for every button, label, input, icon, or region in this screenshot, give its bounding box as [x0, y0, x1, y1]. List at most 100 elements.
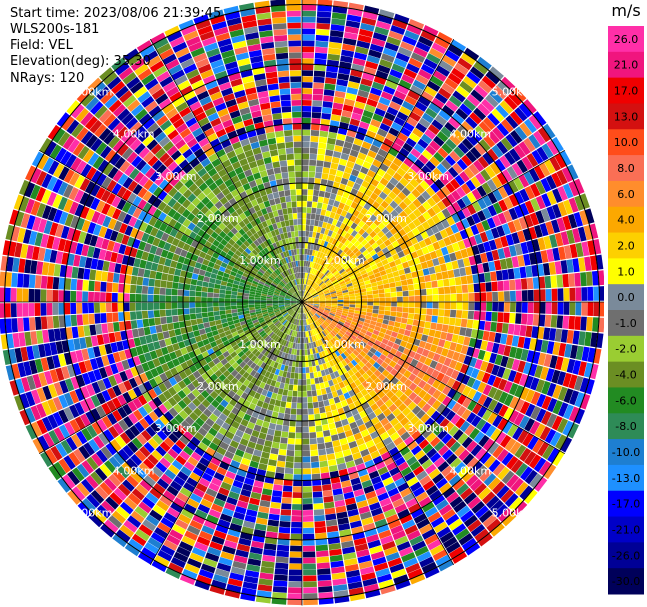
velocity-gate: [474, 125, 487, 139]
velocity-gate: [303, 599, 318, 606]
velocity-gate: [303, 290, 306, 297]
velocity-gate: [329, 30, 344, 38]
velocity-gate: [589, 223, 599, 239]
velocity-gate: [561, 167, 573, 183]
velocity-gate: [421, 221, 431, 231]
velocity-gate: [453, 268, 461, 278]
velocity-gate: [519, 188, 530, 202]
velocity-gate: [307, 304, 313, 307]
velocity-gate: [135, 311, 143, 320]
velocity-gate: [326, 282, 333, 288]
velocity-gate: [476, 263, 484, 274]
velocity-gate: [336, 207, 343, 215]
velocity-gate: [383, 315, 390, 321]
velocity-gate: [331, 18, 346, 26]
velocity-gate: [294, 456, 302, 463]
velocity-gate: [505, 357, 515, 370]
velocity-gate: [500, 235, 509, 248]
velocity-gate: [519, 387, 530, 401]
velocity-gate: [526, 277, 534, 290]
velocity-gate: [308, 165, 316, 172]
velocity-gate: [328, 285, 335, 290]
velocity-gate: [297, 397, 302, 403]
velocity-gate: [423, 85, 438, 97]
velocity-gate: [450, 302, 457, 310]
velocity-gate: [506, 455, 519, 470]
velocity-gate: [429, 344, 438, 353]
velocity-gate: [325, 519, 338, 527]
velocity-gate: [220, 314, 227, 320]
velocity-gate: [323, 216, 330, 223]
velocity-gate: [554, 328, 563, 342]
velocity-gate: [464, 266, 473, 276]
velocity-gate: [379, 9, 395, 19]
velocity-gate: [351, 280, 359, 286]
velocity-gate: [313, 302, 320, 304]
velocity-gate: [322, 221, 328, 229]
velocity-gate: [324, 405, 332, 413]
velocity-gate: [412, 277, 420, 284]
velocity-gate: [306, 254, 310, 261]
velocity-gate: [441, 374, 451, 385]
velocity-gate: [287, 587, 302, 594]
velocity-gate: [399, 384, 409, 393]
velocity-gate: [372, 268, 380, 274]
velocity-gate: [537, 237, 546, 251]
velocity-gate: [323, 501, 335, 509]
velocity-gate: [381, 117, 393, 127]
velocity-gate: [459, 80, 474, 94]
velocity-gate: [360, 328, 367, 335]
velocity-gate: [374, 26, 390, 36]
velocity-gate: [389, 200, 399, 210]
velocity-gate: [209, 320, 216, 327]
velocity-gate: [342, 172, 351, 180]
velocity-gate: [353, 52, 368, 61]
velocity-gate: [207, 302, 213, 307]
velocity-gate: [532, 277, 540, 289]
velocity-gate: [311, 275, 316, 281]
velocity-gate: [325, 513, 337, 521]
velocity-gate: [491, 175, 503, 189]
velocity-gate: [514, 243, 523, 256]
velocity-gate: [524, 185, 536, 200]
velocity-gate: [297, 337, 301, 344]
velocity-gate: [535, 210, 545, 224]
velocity-gate: [318, 586, 333, 593]
velocity-gate: [291, 396, 298, 403]
velocity-gate: [379, 177, 389, 187]
velocity-gate: [331, 303, 338, 306]
velocity-gate: [209, 277, 216, 284]
velocity-gate: [353, 340, 360, 347]
velocity-gate: [346, 14, 362, 23]
velocity-gate: [302, 373, 307, 380]
velocity-gate: [426, 335, 434, 344]
velocity-gate: [505, 133, 518, 148]
velocity-gate: [389, 101, 401, 111]
velocity-gate: [374, 325, 381, 332]
velocity-gate: [174, 268, 182, 277]
velocity-gate: [282, 491, 293, 498]
velocity-gate: [546, 341, 555, 355]
velocity-gate: [521, 302, 528, 313]
velocity-gate: [574, 195, 585, 211]
velocity-gate: [354, 260, 362, 267]
velocity-gate: [434, 92, 448, 105]
velocity-gate: [302, 94, 313, 100]
velocity-gate: [40, 289, 47, 302]
velocity-gate: [488, 331, 496, 342]
velocity-gate: [370, 192, 379, 201]
velocity-gate: [481, 98, 495, 112]
velocity-gate: [310, 135, 319, 143]
velocity-gate: [545, 221, 555, 235]
velocity-gate: [317, 568, 331, 575]
velocity-gate: [306, 294, 311, 299]
velocity-gate: [580, 393, 591, 410]
velocity-gate: [469, 112, 482, 125]
velocity-gate: [503, 407, 514, 420]
velocity-gate: [354, 289, 361, 294]
velocity-gate: [137, 327, 145, 337]
velocity-gate: [296, 355, 300, 362]
velocity-gate: [281, 395, 288, 402]
velocity-gate: [342, 43, 356, 52]
velocity-gate: [385, 302, 391, 307]
